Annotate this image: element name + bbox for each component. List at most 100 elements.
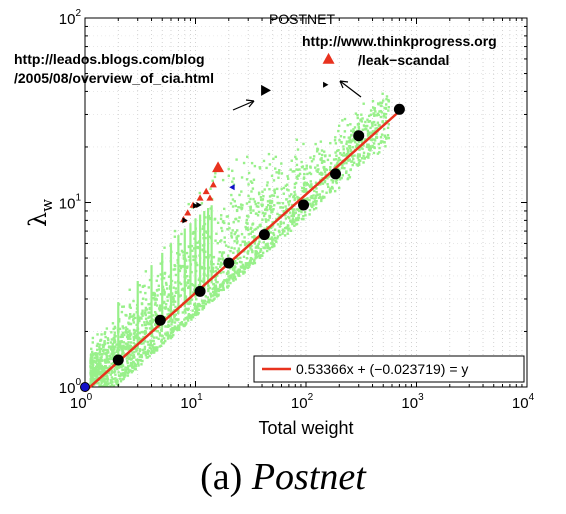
cloud-point: [303, 172, 306, 176]
cloud-point: [351, 163, 354, 167]
cloud-point: [110, 369, 114, 373]
cloud-point: [211, 287, 214, 291]
cloud-point: [379, 115, 383, 119]
cloud-point: [347, 136, 351, 139]
cloud-point: [122, 341, 126, 344]
cloud-point: [149, 344, 152, 347]
cloud-point: [102, 344, 106, 347]
outlier-marker: [182, 217, 188, 224]
cloud-point: [127, 336, 130, 339]
cloud-point: [185, 266, 189, 270]
cloud-point: [314, 142, 317, 146]
cloud-point: [262, 195, 265, 198]
cloud-point: [137, 364, 140, 367]
cloud-point: [385, 97, 388, 101]
cloud-point: [374, 110, 377, 113]
cloud-point: [91, 377, 95, 381]
cloud-point: [230, 234, 233, 237]
cloud-point: [251, 262, 255, 265]
cloud-point: [278, 214, 281, 217]
cloud-point: [118, 340, 122, 343]
cloud-point: [345, 140, 349, 143]
cloud-point: [266, 245, 270, 248]
highlight-triangle: [184, 209, 192, 216]
cloud-point: [367, 131, 371, 135]
cloud-point: [356, 156, 360, 159]
cloud-point: [126, 374, 130, 377]
cloud-point: [106, 375, 109, 379]
cloud-point: [283, 234, 287, 237]
cloud-point: [212, 286, 216, 290]
cloud-point: [214, 269, 217, 273]
cloud-point: [350, 134, 353, 137]
cloud-point: [177, 326, 181, 329]
cloud-point: [249, 180, 253, 183]
cloud-point: [160, 327, 164, 330]
cloud-point: [114, 373, 117, 376]
cloud-point: [172, 286, 175, 289]
cloud-point: [245, 218, 249, 222]
cloud-point: [98, 350, 102, 354]
cloud-point: [105, 374, 109, 377]
cloud-point: [213, 290, 216, 293]
cloud-point: [348, 176, 352, 179]
cloud-point: [173, 300, 177, 303]
cloud-point: [146, 322, 149, 325]
cloud-point: [102, 345, 105, 349]
x-tick-label-exponent: 3: [418, 392, 424, 403]
cloud-point: [166, 331, 169, 334]
cloud-point: [106, 360, 109, 364]
cloud-point: [348, 146, 352, 150]
cloud-point: [193, 303, 196, 306]
cloud-point: [381, 92, 384, 95]
cloud-point: [100, 347, 103, 351]
cloud-point: [196, 304, 200, 308]
cloud-point: [140, 330, 143, 334]
cloud-point: [124, 329, 128, 332]
cloud-point: [144, 291, 147, 295]
cloud-point: [287, 189, 290, 192]
cloud-point: [287, 200, 290, 204]
cloud-point: [145, 308, 148, 311]
cloud-point: [321, 190, 324, 193]
highlight-triangle: [202, 187, 210, 195]
cloud-point: [333, 189, 337, 193]
cloud-point: [387, 123, 390, 126]
cloud-point: [236, 269, 239, 272]
cloud-point: [132, 314, 135, 318]
cloud-point: [362, 154, 365, 158]
cloud-point: [239, 206, 242, 209]
cloud-point: [255, 205, 259, 208]
cloud-point: [231, 268, 235, 271]
cloud-point: [237, 249, 241, 252]
cloud-point: [172, 313, 176, 317]
cloud-point: [133, 316, 137, 320]
cloud-point: [233, 232, 236, 236]
cloud-point: [110, 338, 114, 341]
cloud-point: [291, 212, 295, 215]
cloud-point: [338, 178, 342, 181]
cloud-point: [309, 166, 312, 169]
cloud-point: [96, 348, 99, 352]
cloud-point: [288, 216, 291, 220]
x-tick-label: 103: [401, 392, 424, 412]
cloud-point: [222, 270, 225, 274]
cloud-point: [116, 367, 119, 371]
cloud-point: [163, 291, 166, 294]
cloud-point: [362, 102, 365, 105]
cloud-point: [183, 318, 186, 321]
cloud-point: [132, 321, 136, 324]
cloud-point: [112, 384, 115, 387]
cloud-point: [142, 335, 145, 339]
cloud-point: [306, 172, 309, 176]
cloud-point: [221, 285, 224, 288]
cloud-point: [369, 113, 373, 116]
cloud-point: [227, 271, 230, 274]
cloud-point: [148, 346, 151, 350]
cloud-point: [220, 226, 223, 230]
cloud-point: [103, 341, 106, 344]
cloud-point: [98, 345, 101, 349]
cloud-point: [107, 338, 110, 342]
cloud-point: [312, 157, 315, 161]
cloud-point: [334, 164, 337, 167]
